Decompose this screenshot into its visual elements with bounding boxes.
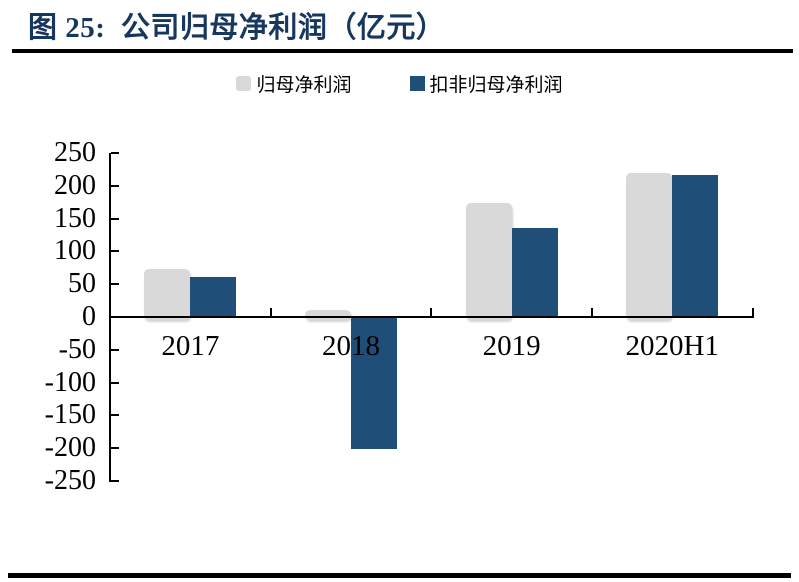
chart-legend: 归母净利润 扣非归母净利润: [0, 70, 799, 97]
y-axis-tick: [111, 283, 119, 286]
y-axis-tick: [111, 348, 119, 351]
x-axis-label: 2018: [321, 330, 380, 362]
y-axis-label: -250: [44, 465, 96, 496]
legend-swatch-gray: [236, 76, 252, 91]
y-axis-label: -50: [58, 333, 96, 365]
y-axis-tick: [111, 480, 119, 482]
y-axis-tick: [111, 414, 119, 417]
x-axis-tick: [269, 308, 272, 316]
bar-deducted-net-profit-2019: [511, 227, 558, 317]
bottom-divider: [8, 573, 791, 578]
legend-label-net-profit: 归母净利润: [256, 75, 352, 96]
y-axis-label: 150: [54, 202, 96, 234]
y-axis-label: 0: [82, 301, 96, 332]
x-axis-label: 2020H1: [625, 330, 719, 362]
legend-label-deducted-net-profit: 扣非归母净利润: [429, 75, 563, 96]
y-axis-label: -100: [44, 366, 96, 398]
y-axis-tick: [111, 217, 119, 220]
x-axis-tick: [590, 308, 593, 316]
bar-deducted-net-profit-2020H1: [672, 175, 719, 317]
legend-item-net-profit: 归母净利润: [236, 70, 352, 97]
x-axis-tick: [430, 308, 433, 316]
y-axis-tick: [111, 316, 119, 318]
bar-deducted-net-profit-2018: [350, 318, 397, 450]
y-axis-label: 50: [68, 268, 96, 300]
y-axis-label: 250: [54, 137, 96, 168]
bar-net-profit-2017: [144, 269, 191, 320]
y-axis-label: 200: [54, 169, 96, 201]
y-axis-label: -200: [44, 432, 96, 464]
y-axis-label: -150: [44, 399, 96, 431]
x-axis-tick: [751, 308, 754, 316]
bar-net-profit-2020H1: [626, 172, 673, 320]
x-axis-line: [109, 316, 754, 318]
y-axis-tick: [111, 184, 119, 187]
x-axis-label: 2017: [161, 330, 220, 362]
title-divider: [12, 49, 793, 53]
y-axis-tick: [111, 152, 119, 154]
legend-item-deducted-net-profit: 扣非归母净利润: [409, 70, 563, 97]
x-axis-label: 2019: [482, 330, 541, 362]
y-axis-tick: [111, 381, 119, 384]
legend-swatch-blue: [409, 76, 425, 91]
bar-net-profit-2019: [465, 202, 512, 320]
bar-deducted-net-profit-2017: [190, 276, 237, 317]
y-axis-tick: [111, 447, 119, 450]
bar-net-profit-2018: [304, 310, 351, 320]
y-axis-label: 100: [54, 235, 96, 267]
y-axis-tick: [111, 250, 119, 253]
figure-title: 图 25: 公司归母净利润（亿元）: [28, 12, 446, 44]
